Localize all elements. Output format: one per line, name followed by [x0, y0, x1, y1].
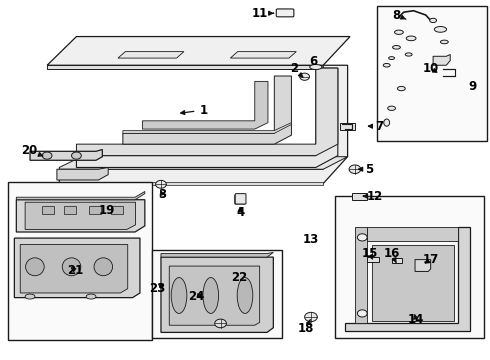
Bar: [111, 206, 123, 214]
Polygon shape: [161, 257, 273, 332]
Polygon shape: [16, 200, 145, 232]
Circle shape: [305, 312, 318, 321]
Ellipse shape: [171, 278, 187, 314]
Text: 22: 22: [231, 271, 247, 284]
Polygon shape: [345, 226, 470, 331]
Text: 11: 11: [251, 7, 273, 20]
Circle shape: [349, 165, 361, 174]
Text: 1: 1: [181, 104, 208, 117]
Ellipse shape: [394, 30, 403, 35]
Ellipse shape: [86, 294, 96, 299]
Polygon shape: [367, 226, 458, 241]
Ellipse shape: [441, 40, 448, 44]
Ellipse shape: [310, 64, 322, 69]
Text: 3: 3: [158, 188, 166, 201]
Polygon shape: [25, 202, 136, 229]
Bar: [64, 206, 76, 214]
Text: 16: 16: [383, 247, 400, 263]
Polygon shape: [123, 76, 292, 144]
Text: 13: 13: [303, 233, 319, 246]
Ellipse shape: [405, 53, 412, 56]
Text: 5: 5: [359, 163, 374, 176]
Bar: [377, 6, 487, 140]
Text: 24: 24: [188, 290, 204, 303]
Ellipse shape: [430, 18, 437, 23]
Circle shape: [357, 234, 367, 241]
Text: 18: 18: [298, 320, 314, 335]
Polygon shape: [76, 68, 338, 156]
Polygon shape: [123, 123, 292, 134]
Polygon shape: [20, 244, 128, 293]
Ellipse shape: [388, 106, 395, 111]
Circle shape: [72, 152, 81, 159]
Polygon shape: [352, 193, 367, 200]
Bar: [89, 206, 101, 214]
Text: 20: 20: [21, 144, 43, 157]
Ellipse shape: [25, 258, 44, 276]
FancyBboxPatch shape: [235, 195, 245, 204]
Polygon shape: [433, 54, 450, 65]
Polygon shape: [161, 252, 273, 257]
Polygon shape: [169, 266, 260, 325]
Polygon shape: [340, 123, 355, 130]
Circle shape: [156, 180, 166, 188]
Polygon shape: [59, 65, 347, 184]
Circle shape: [215, 319, 226, 328]
Circle shape: [42, 152, 52, 159]
Polygon shape: [47, 65, 323, 69]
Ellipse shape: [203, 278, 219, 314]
Ellipse shape: [434, 27, 446, 32]
Polygon shape: [118, 51, 184, 58]
Polygon shape: [30, 149, 102, 160]
Text: 7: 7: [368, 120, 384, 133]
Ellipse shape: [406, 36, 416, 41]
FancyBboxPatch shape: [235, 194, 246, 204]
Polygon shape: [76, 68, 338, 167]
Polygon shape: [47, 37, 350, 65]
Text: 17: 17: [422, 253, 439, 266]
Text: 4: 4: [236, 206, 244, 219]
Ellipse shape: [392, 45, 400, 49]
Polygon shape: [415, 260, 431, 271]
Circle shape: [300, 73, 310, 80]
Ellipse shape: [237, 278, 253, 314]
Polygon shape: [372, 244, 454, 320]
Polygon shape: [59, 182, 323, 185]
Ellipse shape: [397, 86, 405, 91]
FancyBboxPatch shape: [276, 9, 294, 17]
Text: 6: 6: [309, 55, 318, 68]
Polygon shape: [367, 257, 379, 262]
Bar: [8, 182, 152, 339]
Polygon shape: [16, 192, 145, 200]
Ellipse shape: [94, 258, 113, 276]
Bar: [152, 250, 282, 338]
Text: 10: 10: [422, 62, 439, 75]
Ellipse shape: [384, 119, 390, 126]
Text: 14: 14: [408, 313, 424, 327]
Text: 12: 12: [363, 190, 383, 203]
Polygon shape: [14, 238, 140, 298]
Polygon shape: [57, 167, 108, 180]
Polygon shape: [392, 258, 402, 263]
Ellipse shape: [62, 258, 81, 276]
Text: 9: 9: [468, 80, 476, 93]
Bar: [335, 196, 485, 338]
Circle shape: [357, 310, 367, 317]
Text: 21: 21: [67, 264, 83, 277]
Polygon shape: [143, 81, 268, 129]
Ellipse shape: [383, 63, 390, 67]
Text: 2: 2: [290, 62, 303, 77]
Text: 23: 23: [149, 282, 165, 295]
Text: 19: 19: [99, 204, 116, 217]
Polygon shape: [230, 51, 296, 58]
Polygon shape: [355, 226, 367, 323]
Text: 15: 15: [362, 247, 378, 260]
Bar: [42, 206, 54, 214]
Ellipse shape: [25, 294, 35, 299]
Polygon shape: [59, 157, 347, 169]
Ellipse shape: [389, 57, 394, 59]
Text: 8: 8: [392, 9, 406, 22]
